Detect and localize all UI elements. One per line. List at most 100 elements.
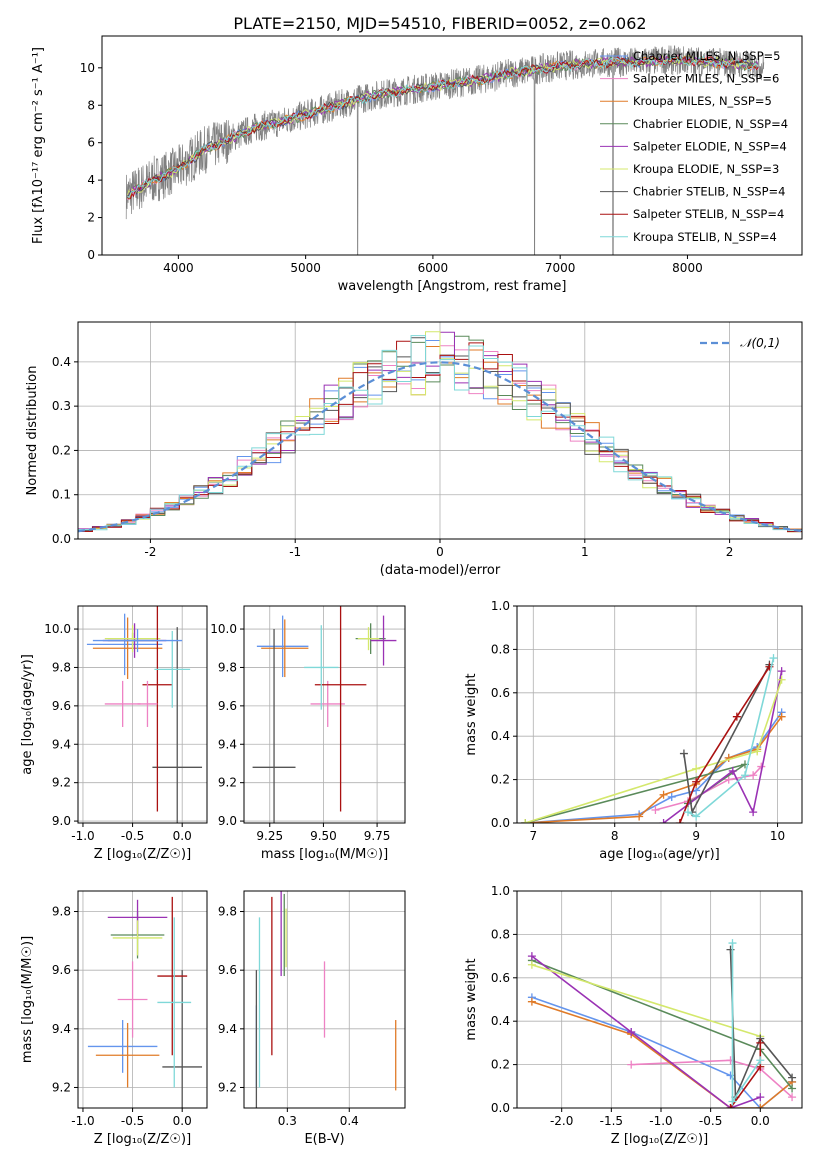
weight-marker-8 xyxy=(769,654,778,663)
age-vs-mass-panel: 9.25 9.50 9.75 9.0 9.2 9.4 9.6 9.8 10.0 mass [log… xyxy=(210,605,406,862)
weight-line-6 xyxy=(729,949,793,1098)
x-tick-label: -2 xyxy=(144,545,156,559)
y-tick-label: 8 xyxy=(87,98,95,112)
x-axis-label: Z [log₁₀(Z/Z☉)] xyxy=(94,847,191,862)
y-axis-label: mass weight xyxy=(464,958,479,1040)
x-tick-label: 9.50 xyxy=(310,829,337,843)
weight-marker-0 xyxy=(667,792,676,801)
legend-label-3: Chabrier ELODIE, N_SSP=4 xyxy=(633,117,788,131)
plot-frame xyxy=(516,605,803,824)
legend-label-7: Salpeter STELIB, N_SSP=4 xyxy=(633,207,784,221)
y-tick-label: 1.0 xyxy=(491,599,510,613)
y-tick-label: 2 xyxy=(87,211,95,225)
x-tick-label: -2.0 xyxy=(550,1114,573,1128)
y-tick-label: 0.4 xyxy=(491,1014,510,1028)
y-tick-label: 9.6 xyxy=(218,699,237,713)
y-tick-label: 10 xyxy=(80,61,95,75)
weight-line-8 xyxy=(687,657,775,818)
weight-marker-5 xyxy=(753,747,762,756)
y-tick-label: 0.2 xyxy=(52,443,71,457)
x-tick-label: -1.0 xyxy=(71,829,94,843)
spectrum-panel: 4000 5000 6000 7000 8000 0 2 4 6 8 10 wavelength [A… xyxy=(31,35,803,294)
weight-marker-4 xyxy=(756,1093,765,1102)
legend-label-2: Kroupa MILES, N_SSP=5 xyxy=(633,94,772,108)
weight-marker-8 xyxy=(684,808,692,817)
x-tick-label: -1.5 xyxy=(600,1114,623,1128)
legend-label-0: Chabrier MILES, N_SSP=5 xyxy=(633,49,780,63)
y-tick-label: 9.4 xyxy=(52,737,71,751)
plot-area xyxy=(521,654,786,823)
weight-marker-4 xyxy=(627,1028,636,1037)
weight-line-1 xyxy=(631,1059,793,1098)
model-spectrum-8 xyxy=(127,55,759,199)
plot-area xyxy=(125,45,765,255)
y-axis-label: age [log₁₀(age/yr)] xyxy=(20,654,35,775)
y-tick-label: 9.8 xyxy=(52,905,71,919)
y-tick-label: 0.6 xyxy=(491,686,510,700)
weight-marker-8 xyxy=(756,1056,765,1065)
x-axis-label: (data-model)/error xyxy=(380,563,501,578)
y-tick-label: 0.1 xyxy=(52,488,71,502)
weight-marker-4 xyxy=(527,952,536,961)
x-tick-label: -0.5 xyxy=(121,1114,144,1128)
y-tick-label: 9.8 xyxy=(52,660,71,674)
y-tick-label: 9.8 xyxy=(218,660,237,674)
plot-frame xyxy=(243,890,406,1109)
weight-line-4 xyxy=(663,670,783,823)
x-tick-label: 0.0 xyxy=(751,1114,770,1128)
plot-frame xyxy=(77,605,208,824)
y-tick-label: 9.0 xyxy=(52,814,71,828)
plot-area xyxy=(527,939,797,1108)
y-tick-label: 0 xyxy=(87,248,95,262)
mass-vs-z-panel: -1.0 -0.5 0.0 9.2 9.4 9.6 9.8 Z [log₁₀(Z/Z☉)] ma… xyxy=(20,890,208,1147)
weight-marker-8 xyxy=(728,1097,737,1106)
weight-marker-6 xyxy=(679,749,688,758)
weight-marker-7 xyxy=(732,712,741,721)
histogram-8 xyxy=(78,335,802,533)
y-tick-label: 9.2 xyxy=(218,776,237,790)
x-tick-label: 4000 xyxy=(163,261,194,275)
weight-marker-7 xyxy=(675,819,684,823)
weight-marker-1 xyxy=(749,771,758,780)
y-axis-label: Flux [fλ10⁻¹⁷ erg cm⁻² s⁻¹ A⁻¹] xyxy=(31,47,46,244)
weight-marker-1 xyxy=(726,1056,735,1065)
y-tick-label: 9.8 xyxy=(218,905,237,919)
legend-label-4: Salpeter ELODIE, N_SSP=4 xyxy=(633,139,787,153)
y-tick-label: 0.0 xyxy=(491,1101,510,1115)
x-tick-label: -1.0 xyxy=(649,1114,672,1128)
y-axis-label: Normed distribution xyxy=(25,366,40,496)
weight-marker-1 xyxy=(651,805,660,814)
y-tick-label: 9.4 xyxy=(218,1022,237,1036)
x-tick-label: 7 xyxy=(529,829,537,843)
weight-line-7 xyxy=(679,666,771,823)
weight-marker-5 xyxy=(521,819,530,823)
plot-frame xyxy=(101,35,803,256)
mass-weight-vs-z-panel: -2.0 -1.5 -1.0 -0.5 0.0 0.0 0.2 0.4 0.6 0.8 1.0 Z [… xyxy=(464,884,803,1147)
y-tick-label: 0.3 xyxy=(52,399,71,413)
y-tick-label: 6 xyxy=(87,136,95,150)
x-tick-label: 6000 xyxy=(418,261,449,275)
y-tick-label: 1.0 xyxy=(491,884,510,898)
y-tick-label: 0.0 xyxy=(491,816,510,830)
weight-marker-1 xyxy=(724,775,733,784)
weight-marker-2 xyxy=(777,712,786,721)
legend-label-6: Chabrier STELIB, N_SSP=4 xyxy=(633,185,785,199)
weight-line-2 xyxy=(531,1000,793,1108)
model-spectrum-7 xyxy=(127,54,759,200)
x-axis-label: age [log₁₀(age/yr)] xyxy=(599,847,720,862)
mass-weight-vs-age-panel: 7 8 9 10 0.0 0.2 0.4 0.6 0.8 1.0 age [log₁₀(age/yr… xyxy=(464,599,803,862)
x-tick-label: 10 xyxy=(770,829,785,843)
y-tick-label: 9.6 xyxy=(218,963,237,977)
weight-marker-1 xyxy=(627,1060,636,1069)
weight-line-5 xyxy=(524,679,783,823)
plot-frame xyxy=(516,890,803,1109)
weight-marker-6 xyxy=(726,945,735,954)
x-tick-label: 9.25 xyxy=(256,829,283,843)
weight-marker-4 xyxy=(777,667,786,676)
x-tick-label: -1.0 xyxy=(71,1114,94,1128)
plot-area xyxy=(255,891,397,1108)
y-tick-label: 0.4 xyxy=(491,729,510,743)
weight-line-0 xyxy=(525,711,783,823)
weight-marker-2 xyxy=(724,753,733,762)
